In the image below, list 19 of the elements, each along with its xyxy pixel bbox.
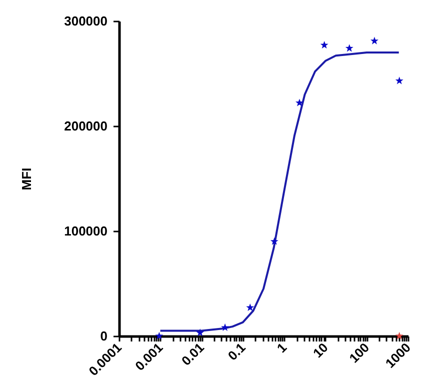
- point: [246, 303, 254, 312]
- y-tick-label: 0: [100, 328, 108, 344]
- y-axis-title: MFI: [19, 168, 34, 190]
- point: [320, 40, 328, 49]
- x-tick-label: 0.1: [224, 340, 248, 364]
- y-tick-label: 300000: [64, 14, 108, 28]
- x-tick-label: 10: [310, 340, 331, 361]
- point: [370, 36, 378, 44]
- x-tick-label: 0.01: [178, 340, 208, 368]
- point: [345, 44, 354, 52]
- point: [221, 323, 230, 331]
- x-tick-label: 100: [346, 340, 372, 366]
- y-tick-label: 200000: [64, 118, 108, 134]
- point: [270, 237, 278, 245]
- point: [395, 76, 404, 84]
- point: [295, 98, 304, 106]
- y-tick-label: 100000: [64, 224, 108, 238]
- x-tick-label: 1: [274, 340, 290, 356]
- point: [196, 328, 204, 336]
